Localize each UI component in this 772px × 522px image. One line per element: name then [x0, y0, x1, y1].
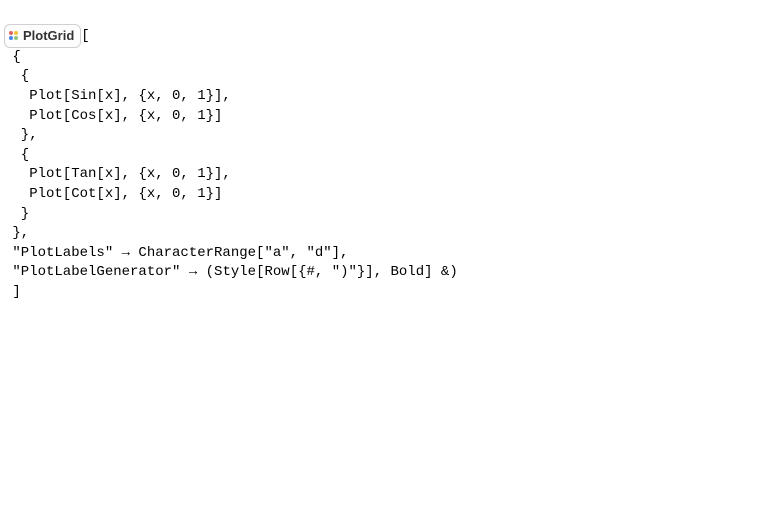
line-13a: "PlotLabelGenerator" → (: [4, 264, 214, 280]
line-13f: Bold: [391, 264, 425, 280]
badge-icon: [9, 31, 18, 40]
line-13: "PlotLabelGenerator" → (Style[Row[{#, ")…: [4, 264, 458, 280]
line-12b: CharacterRange: [138, 245, 256, 261]
badge-label: PlotGrid: [23, 27, 74, 45]
line-4: Plot[Sin[x], {x, 0, 1}],: [4, 88, 231, 104]
line-1: PlotGrid [: [4, 28, 90, 44]
line-2: {: [4, 49, 21, 65]
line-13e: [{#, ")"}],: [290, 264, 391, 280]
line-12c: ["a", "d"],: [256, 245, 348, 261]
line-10: }: [4, 206, 29, 222]
line-6: },: [4, 127, 38, 143]
line-9: Plot[Cot[x], {x, 0, 1}]: [4, 186, 222, 202]
code-block: PlotGrid [ { { Plot[Sin[x], {x, 0, 1}], P…: [4, 4, 768, 303]
line-11: },: [4, 225, 29, 241]
resource-function-badge[interactable]: PlotGrid: [4, 24, 81, 48]
line-7: {: [4, 147, 29, 163]
line-13g: ] &): [424, 264, 458, 280]
line-12a: "PlotLabels" →: [4, 245, 138, 261]
line-12: "PlotLabels" → CharacterRange["a", "d"],: [4, 245, 348, 261]
line-8: Plot[Tan[x], {x, 0, 1}],: [4, 166, 231, 182]
line-3: {: [4, 68, 29, 84]
line-14: ]: [4, 284, 21, 300]
line-13d: Row: [264, 264, 289, 280]
line-1-tail: [: [81, 28, 89, 44]
line-5: Plot[Cos[x], {x, 0, 1}]: [4, 108, 222, 124]
line-13b: Style: [214, 264, 256, 280]
